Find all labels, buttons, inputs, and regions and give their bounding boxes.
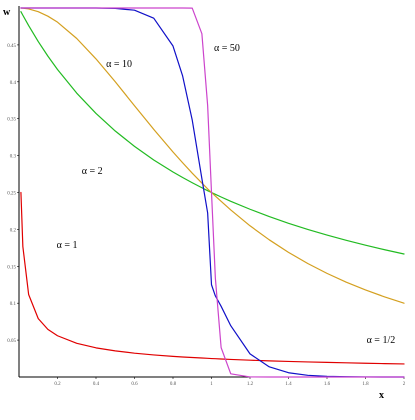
series-labels: α = 1/2 α = 1 α = 2 α = 10 α = 50 bbox=[57, 43, 396, 346]
series-label-alpha-1-2: α = 1/2 bbox=[367, 335, 396, 346]
x-tick-label: 0.2 bbox=[54, 382, 61, 387]
y-tick-label: 0.3 bbox=[10, 155, 17, 160]
series-line-alpha-50 bbox=[20, 7, 405, 378]
y-tick-label: 0.35 bbox=[7, 118, 16, 123]
y-tick-label: 0.2 bbox=[10, 228, 17, 233]
series-line-alpha-2 bbox=[20, 7, 405, 304]
y-tick-label: 0.45 bbox=[7, 44, 16, 49]
x-tick-label: 1.2 bbox=[247, 382, 254, 387]
x-tick-label: 0.4 bbox=[93, 382, 100, 387]
x-axis-label: x bbox=[379, 390, 384, 401]
axes: x w bbox=[3, 6, 404, 401]
y-tick-label: 0.15 bbox=[7, 265, 16, 270]
x-tick-label: 1.6 bbox=[324, 382, 331, 387]
series-line-alpha-1-2 bbox=[20, 191, 405, 365]
series-label-alpha-1: α = 1 bbox=[57, 240, 78, 251]
x-tick-label: 1 bbox=[210, 382, 213, 387]
series-line-alpha-1 bbox=[20, 11, 405, 255]
x-tick-label: 0.8 bbox=[170, 382, 177, 387]
x-tick-label: 0.6 bbox=[131, 382, 138, 387]
x-tick-label: 2 bbox=[403, 382, 406, 387]
y-tick-label: 0.05 bbox=[7, 339, 16, 344]
y-tick-label: 0.1 bbox=[10, 302, 17, 307]
series-lines bbox=[20, 7, 405, 378]
y-tick-label: 0.4 bbox=[10, 81, 17, 86]
axis-ticks: 0.2 0.4 0.6 0.8 1 1.2 1.4 1.6 1.8 2 0.05 0.1 0.15 0.2… bbox=[7, 44, 406, 387]
series-label-alpha-2: α = 2 bbox=[82, 166, 103, 177]
y-tick-label: 0.25 bbox=[7, 192, 16, 197]
series-label-alpha-50: α = 50 bbox=[214, 43, 240, 54]
x-tick-label: 1.8 bbox=[362, 382, 369, 387]
y-axis-label: w bbox=[3, 7, 11, 18]
series-label-alpha-10: α = 10 bbox=[106, 59, 132, 70]
x-tick-label: 1.4 bbox=[285, 382, 292, 387]
